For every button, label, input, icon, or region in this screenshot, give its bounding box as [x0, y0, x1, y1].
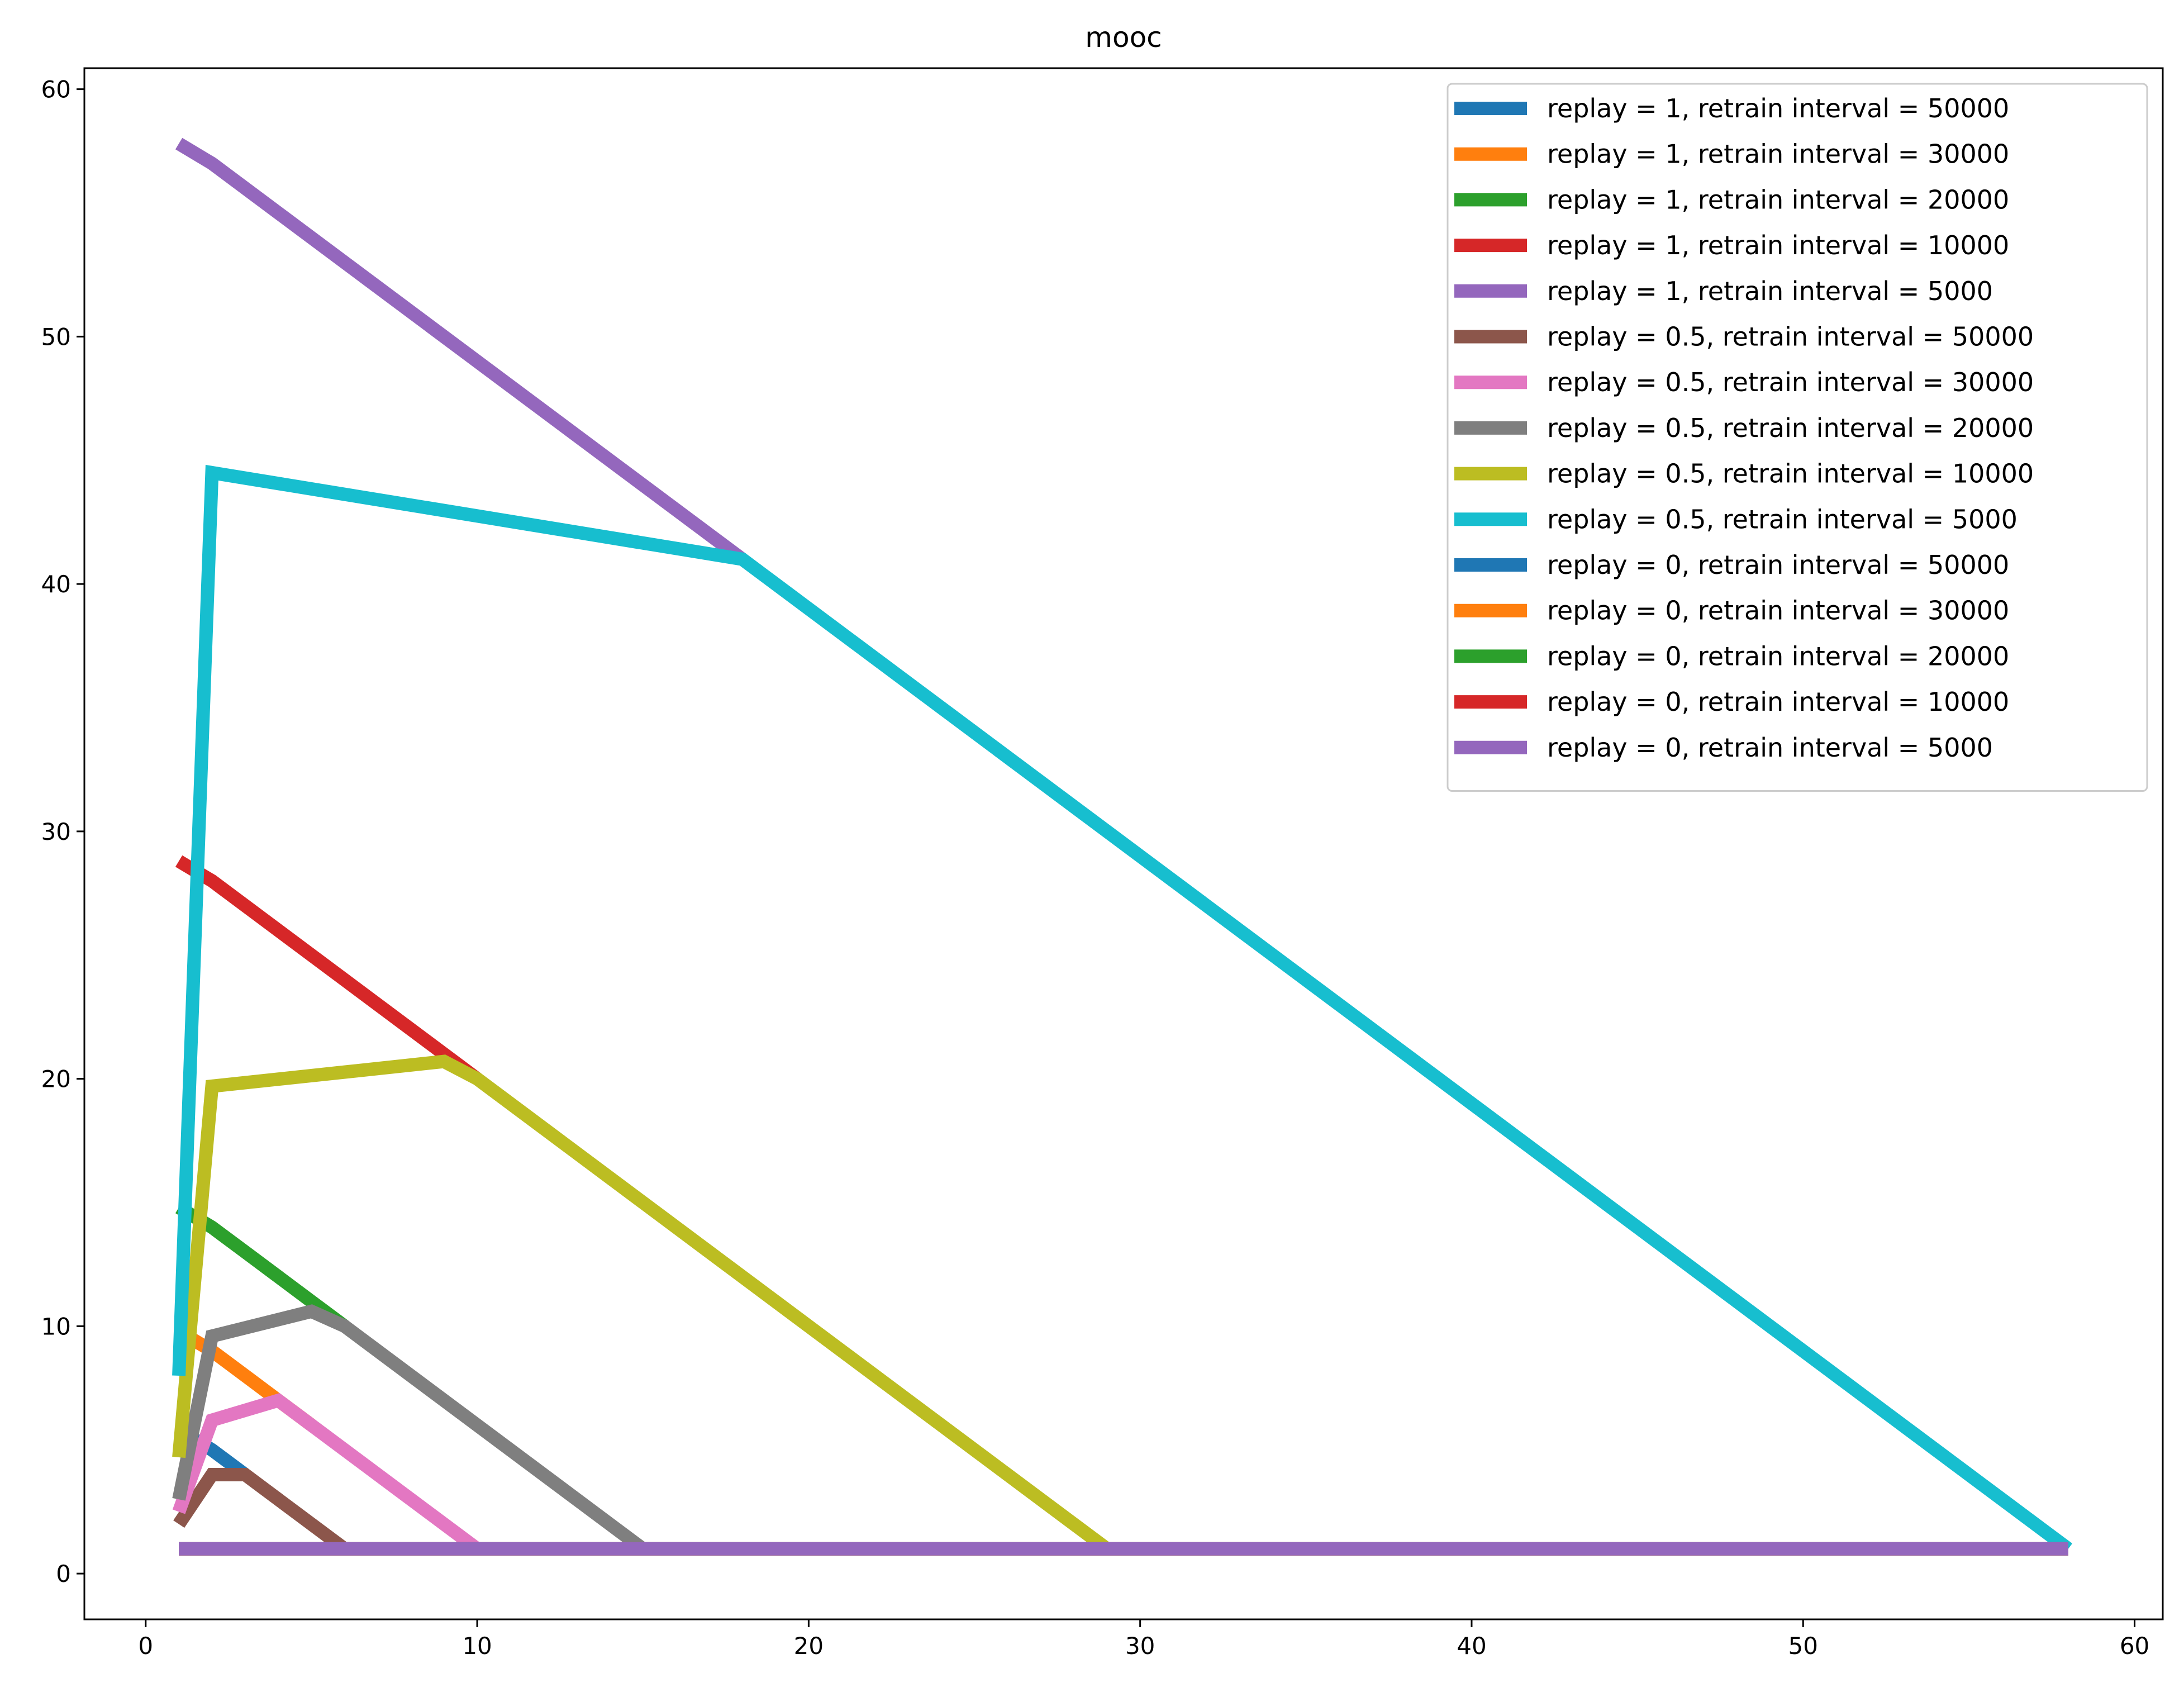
x-axis: 0 10 20 30 40 50 60: [138, 1619, 2149, 1660]
series-line-4: [175, 855, 482, 1085]
legend-label: replay = 1, retrain interval = 10000: [1547, 230, 2009, 260]
legend-label: replay = 1, retrain interval = 20000: [1547, 184, 2009, 215]
series-line-5: [175, 137, 746, 565]
legend-label: replay = 0, retrain interval = 10000: [1547, 687, 2009, 717]
series-layer: [172, 137, 2073, 1556]
plot-frame: [83, 67, 2164, 1620]
x-tick-label: 40: [1457, 1632, 1486, 1660]
legend-label: replay = 0, retrain interval = 20000: [1547, 641, 2009, 671]
y-tick-label: 10: [41, 1313, 71, 1340]
legend-label: replay = 1, retrain interval = 5000: [1547, 276, 1993, 306]
legend-label: replay = 0.5, retrain interval = 5000: [1547, 504, 2018, 534]
x-tick-label: 60: [2120, 1632, 2149, 1660]
x-tick-label: 10: [462, 1632, 492, 1660]
series-line-7: [172, 1392, 482, 1555]
legend-label: replay = 0.5, retrain interval = 30000: [1547, 367, 2034, 397]
y-tick-label: 20: [41, 1066, 71, 1093]
legend-box: [1447, 83, 2148, 792]
y-tick-label: 30: [41, 818, 71, 845]
legend-label: replay = 1, retrain interval = 30000: [1547, 139, 2009, 169]
x-tick-label: 20: [794, 1632, 824, 1660]
legend-label: replay = 0, retrain interval = 30000: [1547, 596, 2009, 626]
series-line-9: [172, 1054, 1111, 1555]
series-line-8: [172, 1304, 647, 1555]
series-line-10: [172, 464, 2073, 1555]
y-tick-label: 0: [56, 1560, 71, 1588]
x-tick-label: 30: [1125, 1632, 1155, 1660]
legend-label: replay = 0, retrain interval = 50000: [1547, 550, 2009, 580]
y-tick-label: 50: [41, 323, 71, 350]
series-line-6: [173, 1468, 349, 1555]
legend: replay = 1, retrain interval = 50000 repl…: [1447, 83, 2148, 792]
x-tick-label: 50: [1788, 1632, 1818, 1660]
legend-label: replay = 0.5, retrain interval = 50000: [1547, 322, 2034, 352]
y-axis: 0 10 20 30 40 50 60: [41, 76, 84, 1588]
y-tick-label: 60: [41, 76, 71, 103]
series-line-3: [175, 1201, 349, 1332]
chart-title: mooc: [1085, 21, 1162, 54]
y-tick-label: 40: [41, 571, 71, 598]
legend-label: replay = 0.5, retrain interval = 10000: [1547, 459, 2034, 489]
legend-label: replay = 0.5, retrain interval = 20000: [1547, 413, 2034, 443]
legend-label: replay = 0, retrain interval = 5000: [1547, 733, 1993, 763]
legend-label: replay = 1, retrain interval = 50000: [1547, 93, 2009, 123]
x-tick-label: 0: [138, 1632, 153, 1660]
